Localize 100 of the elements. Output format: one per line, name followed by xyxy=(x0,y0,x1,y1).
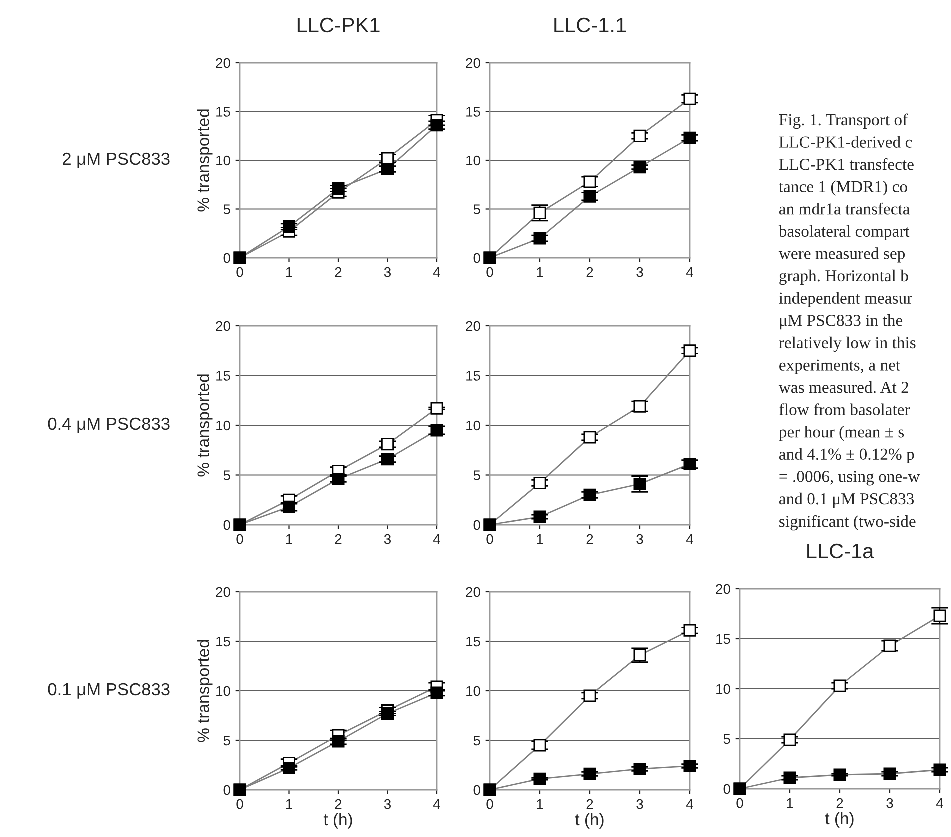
x-tick-label: 1 xyxy=(286,268,292,278)
y-tick-label: 10 xyxy=(716,684,730,694)
x-tick-label: 0 xyxy=(236,534,244,544)
point xyxy=(534,206,546,220)
point xyxy=(283,500,296,514)
y-tick-label: 5 xyxy=(474,736,480,746)
y-tick-label: 10 xyxy=(466,156,480,166)
point xyxy=(534,510,546,524)
point xyxy=(382,438,394,451)
y-tick-label: 20 xyxy=(216,321,230,332)
x-tick-label: 0 xyxy=(236,799,244,810)
y-tick-label: 15 xyxy=(466,371,480,381)
x-tick-label: 4 xyxy=(936,798,944,808)
point xyxy=(382,163,394,176)
x-tick-label: 1 xyxy=(537,268,544,278)
point xyxy=(584,768,596,780)
x-tick-label: 2 xyxy=(335,534,342,544)
point xyxy=(382,453,394,466)
x-tick-label: 2 xyxy=(586,267,594,278)
point xyxy=(934,610,946,622)
point xyxy=(332,182,345,196)
point xyxy=(884,768,896,780)
point xyxy=(684,132,696,144)
y-tick-label: 20 xyxy=(216,58,230,68)
y-tick-label: 15 xyxy=(216,636,230,647)
x-tick-label: 2 xyxy=(586,799,594,810)
y-axis-title: % transported xyxy=(197,640,213,742)
point xyxy=(283,220,296,234)
x-axis-title: t (h) xyxy=(575,813,604,829)
point xyxy=(534,739,546,752)
y-tick-label: 0 xyxy=(224,520,230,530)
x-tick-label: 0 xyxy=(236,267,244,278)
y-tick-label: 10 xyxy=(466,420,480,431)
text: Fig. 1. Transport of LLC-PK1-derived c LLC-PK1 transfecte tance 1 (MDR1) co an mdr1a transfecta basolateral compart were measured sep graph. Horizontal b independent measur μM PSC833 in the relatively low in this experiments, a net was measured. At 2 flow from basolater per hour (mean ± s and 4.1% ± 0.12% p = .0006, using one-w and 0.1 μM PSC833 significant (two-side xyxy=(778,114,920,531)
y-tick-label: 10 xyxy=(216,686,230,696)
x-axis-title: t (h) xyxy=(825,812,854,828)
x-tick-label: 2 xyxy=(335,799,342,810)
point xyxy=(834,768,846,782)
x-tick-label: 3 xyxy=(636,534,644,544)
x-tick-label: 2 xyxy=(335,267,342,278)
y-tick-label: 0 xyxy=(474,785,480,796)
x-tick-label: 1 xyxy=(286,534,292,544)
y-tick-label: 5 xyxy=(474,470,480,480)
y-tick-label: 15 xyxy=(466,107,480,117)
x-tick-label: 0 xyxy=(736,798,744,808)
point xyxy=(584,431,596,444)
y-tick-label: 10 xyxy=(216,156,230,166)
point xyxy=(684,458,696,471)
point xyxy=(382,708,394,720)
y-tick-label: 20 xyxy=(216,587,230,598)
x-tick-label: 4 xyxy=(433,268,440,278)
x-tick-label: 0 xyxy=(486,534,494,544)
text: 0.1 μM PSC833 xyxy=(48,683,170,699)
x-tick-label: 1 xyxy=(787,798,794,808)
y-tick-label: 0 xyxy=(474,253,480,264)
chart-title: LLC-PK1 xyxy=(298,18,380,33)
point xyxy=(534,772,546,786)
y-axis-title: % transported xyxy=(197,374,213,477)
x-tick-label: 3 xyxy=(384,534,391,544)
text: 2 μM PSC833 xyxy=(63,152,170,168)
x-tick-label: 1 xyxy=(286,800,292,810)
point xyxy=(332,472,345,486)
point xyxy=(534,232,546,245)
point xyxy=(584,488,596,502)
point xyxy=(934,764,946,776)
y-tick-label: 0 xyxy=(224,785,230,796)
x-tick-label: 3 xyxy=(636,799,644,810)
x-tick-label: 1 xyxy=(537,800,544,810)
chart-title: LLC-1a xyxy=(808,544,874,559)
x-axis-title: t (h) xyxy=(324,813,352,829)
point xyxy=(684,624,696,637)
x-tick-label: 3 xyxy=(636,267,644,278)
point xyxy=(834,680,846,692)
point xyxy=(784,772,796,784)
y-tick-label: 5 xyxy=(224,736,230,746)
x-tick-label: 1 xyxy=(537,534,544,544)
point xyxy=(784,734,796,746)
y-tick-label: 10 xyxy=(466,686,480,696)
x-tick-label: 0 xyxy=(486,799,494,810)
point xyxy=(584,190,596,203)
point xyxy=(332,735,345,748)
point xyxy=(684,344,696,358)
y-tick-label: 0 xyxy=(724,784,730,794)
point xyxy=(430,424,444,437)
point xyxy=(634,649,646,662)
y-tick-label: 5 xyxy=(224,470,230,480)
y-tick-label: 0 xyxy=(224,253,230,264)
point xyxy=(584,176,596,188)
point xyxy=(634,161,646,174)
point xyxy=(634,130,646,142)
y-tick-label: 20 xyxy=(716,584,730,594)
point xyxy=(684,760,696,772)
x-tick-label: 4 xyxy=(433,534,440,544)
y-tick-label: 0 xyxy=(474,520,480,530)
x-tick-label: 0 xyxy=(486,267,494,278)
x-tick-label: 4 xyxy=(433,800,440,810)
y-tick-label: 5 xyxy=(474,204,480,214)
point xyxy=(430,686,444,700)
point xyxy=(430,402,444,415)
point xyxy=(634,762,646,776)
